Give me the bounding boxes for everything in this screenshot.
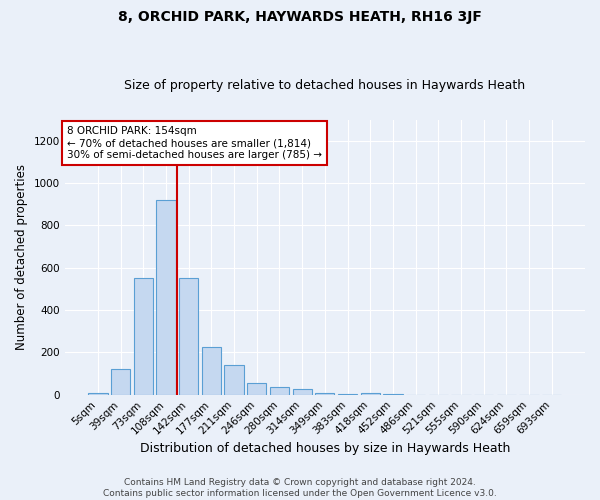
- Bar: [134, 278, 153, 394]
- Bar: [157, 200, 176, 394]
- Bar: [224, 365, 244, 394]
- Bar: [315, 392, 334, 394]
- Bar: [293, 390, 312, 394]
- Text: 8 ORCHID PARK: 154sqm
← 70% of detached houses are smaller (1,814)
30% of semi-d: 8 ORCHID PARK: 154sqm ← 70% of detached …: [67, 126, 322, 160]
- Bar: [361, 392, 380, 394]
- Bar: [88, 392, 107, 394]
- Bar: [179, 278, 199, 394]
- Bar: [270, 388, 289, 394]
- Bar: [202, 347, 221, 395]
- Y-axis label: Number of detached properties: Number of detached properties: [15, 164, 28, 350]
- Text: 8, ORCHID PARK, HAYWARDS HEATH, RH16 3JF: 8, ORCHID PARK, HAYWARDS HEATH, RH16 3JF: [118, 10, 482, 24]
- Title: Size of property relative to detached houses in Haywards Heath: Size of property relative to detached ho…: [124, 79, 526, 92]
- Bar: [247, 383, 266, 394]
- Text: Contains HM Land Registry data © Crown copyright and database right 2024.
Contai: Contains HM Land Registry data © Crown c…: [103, 478, 497, 498]
- X-axis label: Distribution of detached houses by size in Haywards Heath: Distribution of detached houses by size …: [140, 442, 510, 455]
- Bar: [111, 370, 130, 394]
